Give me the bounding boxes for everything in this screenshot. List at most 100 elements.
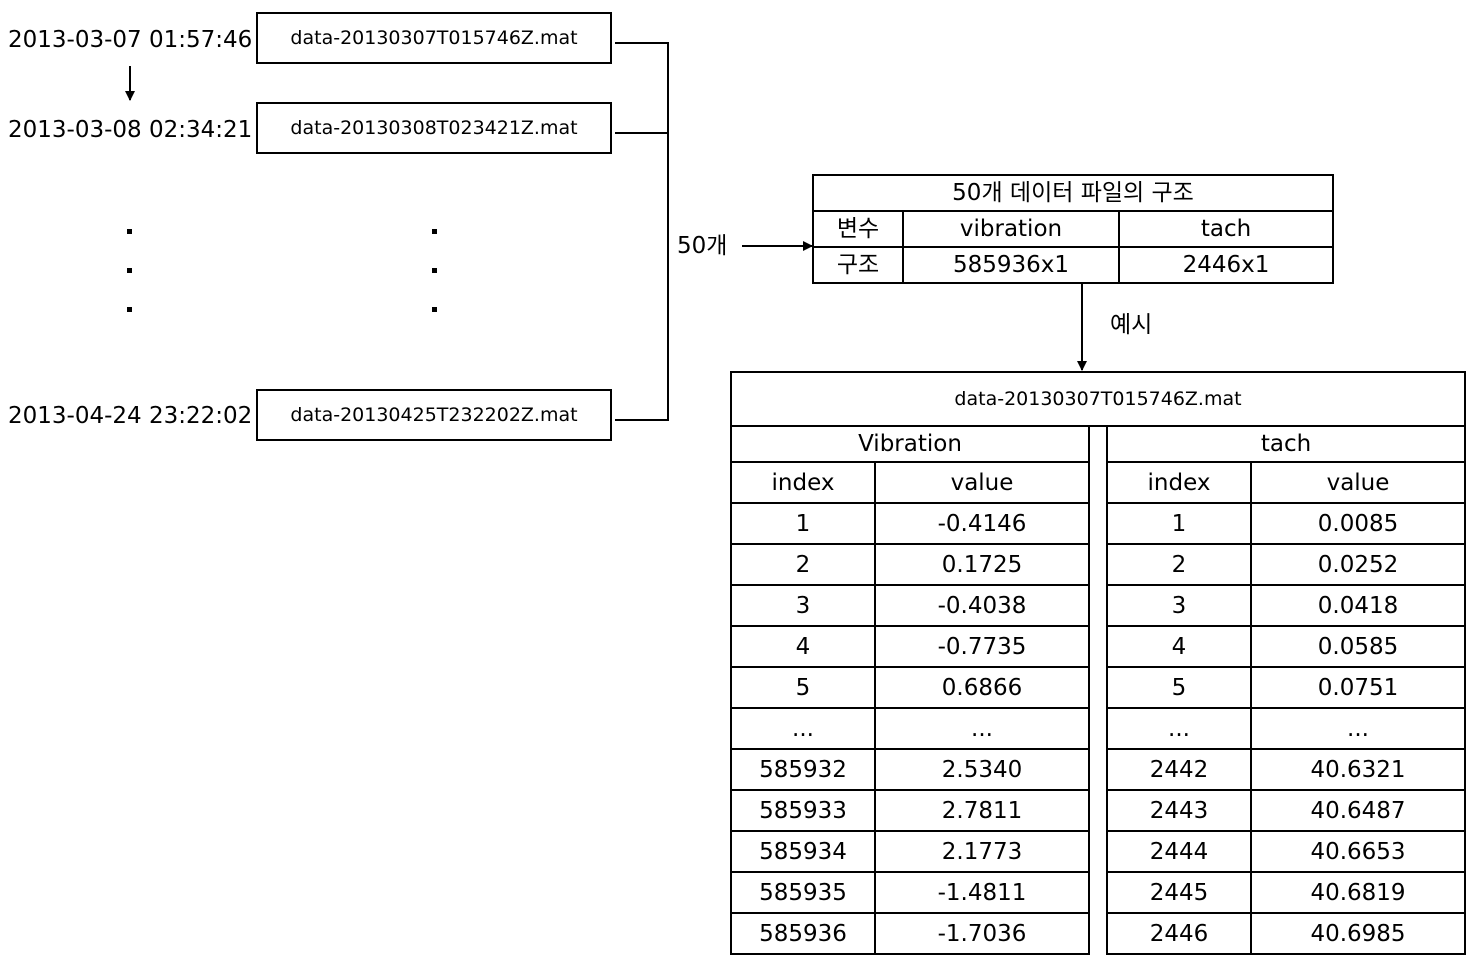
vibration-name: vibration: [902, 210, 1120, 248]
table-row: 585933 2.7811: [730, 789, 1090, 832]
table-row: 1 0.0085: [1106, 502, 1466, 545]
value-cell: ...: [874, 707, 1090, 750]
value-cell: 2.5340: [874, 748, 1090, 791]
index-cell: 1: [1106, 502, 1252, 545]
ellipsis-dot: [127, 268, 132, 273]
count-label: 50개: [677, 233, 728, 259]
index-cell: 2: [1106, 543, 1252, 586]
ellipsis-dot: [432, 268, 437, 273]
ellipsis-dot: [127, 307, 132, 312]
index-cell: 585932: [730, 748, 876, 791]
index-cell: 2446: [1106, 912, 1252, 955]
index-cell: 585934: [730, 830, 876, 873]
structure-label: 구조: [812, 246, 904, 284]
table-row: 1 -0.4146: [730, 502, 1090, 545]
value-cell: 2.1773: [874, 830, 1090, 873]
table-row: 2444 40.6653: [1106, 830, 1466, 873]
value-cell: -0.4146: [874, 502, 1090, 545]
ellipsis-dot: [432, 307, 437, 312]
table-row: 4 0.0585: [1106, 625, 1466, 668]
column-header-value: value: [874, 461, 1090, 504]
vibration-size: 585936x1: [902, 246, 1120, 284]
table-row: 585934 2.1773: [730, 830, 1090, 873]
index-cell: ...: [730, 707, 876, 750]
table-row: 2 0.0252: [1106, 543, 1466, 586]
table-row: 2446 40.6985: [1106, 912, 1466, 955]
value-cell: 40.6321: [1250, 748, 1466, 791]
vibration-title: Vibration: [730, 425, 1090, 463]
index-cell: 4: [730, 625, 876, 668]
table-row: 4 -0.7735: [730, 625, 1090, 668]
index-cell: 585933: [730, 789, 876, 832]
ellipsis-dot: [127, 229, 132, 234]
table-row: 585935 -1.4811: [730, 871, 1090, 914]
index-cell: 2445: [1106, 871, 1252, 914]
file-box-second: data-20130308T023421Z.mat: [256, 102, 612, 154]
table-row: 585932 2.5340: [730, 748, 1090, 791]
value-cell: 0.0585: [1250, 625, 1466, 668]
structure-title: 50개 데이터 파일의 구조: [812, 174, 1334, 212]
value-cell: 0.6866: [874, 666, 1090, 709]
tach-name: tach: [1118, 210, 1334, 248]
table-row: ......: [1106, 707, 1466, 750]
index-cell: 4: [1106, 625, 1252, 668]
table-row: 585936 -1.7036: [730, 912, 1090, 955]
structure-table: 50개 데이터 파일의 구조 변수 vibration tach 구조 5859…: [812, 174, 1334, 284]
index-cell: 585936: [730, 912, 876, 955]
example-label: 예시: [1110, 312, 1153, 338]
table-row: 2442 40.6321: [1106, 748, 1466, 791]
index-cell: 585935: [730, 871, 876, 914]
value-cell: 0.0751: [1250, 666, 1466, 709]
timestamp-first: 2013-03-07 01:57:46: [8, 27, 253, 53]
value-cell: 40.6653: [1250, 830, 1466, 873]
index-cell: 1: [730, 502, 876, 545]
index-cell: ...: [1106, 707, 1252, 750]
index-cell: 3: [730, 584, 876, 627]
index-cell: 2444: [1106, 830, 1252, 873]
value-cell: -1.7036: [874, 912, 1090, 955]
index-cell: 5: [730, 666, 876, 709]
value-cell: 0.0418: [1250, 584, 1466, 627]
table-row: 2443 40.6487: [1106, 789, 1466, 832]
table-row: 3 -0.4038: [730, 584, 1090, 627]
index-cell: 5: [1106, 666, 1252, 709]
index-cell: 2443: [1106, 789, 1252, 832]
value-cell: 0.0252: [1250, 543, 1466, 586]
index-cell: 2: [730, 543, 876, 586]
index-cell: 2442: [1106, 748, 1252, 791]
value-cell: 0.0085: [1250, 502, 1466, 545]
table-row: 5 0.6866: [730, 666, 1090, 709]
table-row: 2 0.1725: [730, 543, 1090, 586]
value-cell: 40.6985: [1250, 912, 1466, 955]
table-row: ......: [730, 707, 1090, 750]
value-cell: 40.6487: [1250, 789, 1466, 832]
table-row: 3 0.0418: [1106, 584, 1466, 627]
column-header-index: index: [730, 461, 876, 504]
timestamp-last: 2013-04-24 23:22:02: [8, 403, 253, 429]
ellipsis-dot: [432, 229, 437, 234]
example-file-header: data-20130307T015746Z.mat: [730, 371, 1466, 427]
index-cell: 3: [1106, 584, 1252, 627]
file-name: data-20130308T023421Z.mat: [290, 117, 578, 139]
example-file-name: data-20130307T015746Z.mat: [954, 388, 1242, 410]
variable-label: 변수: [812, 210, 904, 248]
file-box-last: data-20130425T232202Z.mat: [256, 389, 612, 441]
file-bracket: [615, 42, 669, 421]
value-cell: -1.4811: [874, 871, 1090, 914]
value-cell: 2.7811: [874, 789, 1090, 832]
value-cell: -0.7735: [874, 625, 1090, 668]
file-box-first: data-20130307T015746Z.mat: [256, 12, 612, 64]
vibration-table: Vibration index value 1 -0.4146 2 0.1725 3 -0…: [730, 425, 1090, 955]
file-name: data-20130425T232202Z.mat: [290, 404, 578, 426]
timestamp-second: 2013-03-08 02:34:21: [8, 117, 253, 143]
file-name: data-20130307T015746Z.mat: [290, 27, 578, 49]
table-row: 2445 40.6819: [1106, 871, 1466, 914]
value-cell: 40.6819: [1250, 871, 1466, 914]
tach-table: tach index value 1 0.0085 2 0.0252 3 0.0418 4 0…: [1106, 425, 1466, 955]
tach-title: tach: [1106, 425, 1466, 463]
value-cell: 0.1725: [874, 543, 1090, 586]
value-cell: ...: [1250, 707, 1466, 750]
value-cell: -0.4038: [874, 584, 1090, 627]
column-header-index: index: [1106, 461, 1252, 504]
